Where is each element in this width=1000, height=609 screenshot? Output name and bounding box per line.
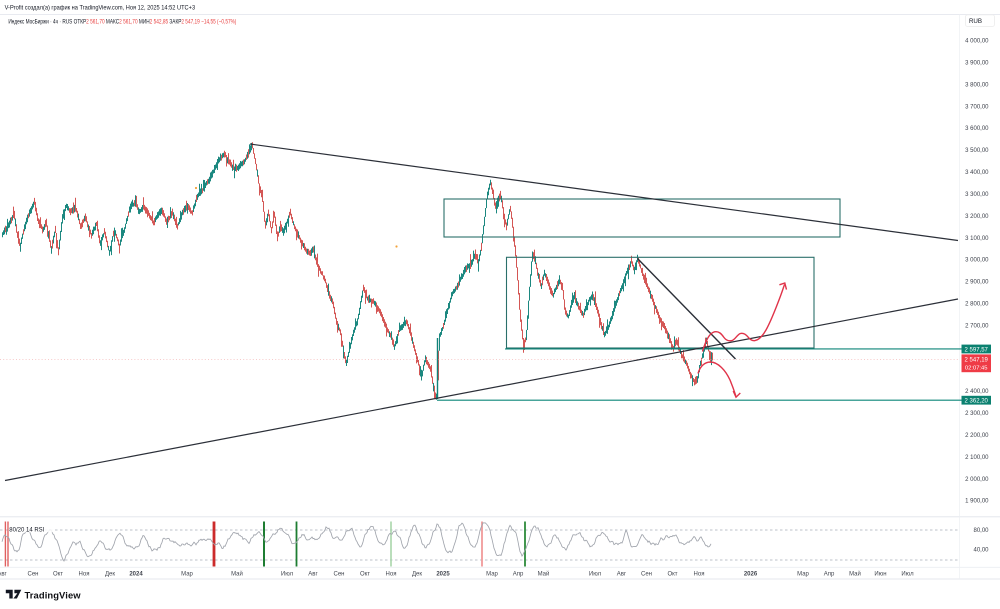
svg-text:Авг: Авг xyxy=(617,572,627,578)
svg-text:2 200,00: 2 200,00 xyxy=(965,433,989,439)
svg-text:Апр: Апр xyxy=(513,572,524,578)
svg-text:80/20 14 RSI: 80/20 14 RSI xyxy=(9,527,44,533)
svg-text:RUB: RUB xyxy=(969,18,982,25)
svg-text:Май: Май xyxy=(849,571,861,578)
svg-text:Мар: Мар xyxy=(486,572,498,578)
svg-text:Мар: Мар xyxy=(797,572,809,578)
svg-text:3 700,00: 3 700,00 xyxy=(965,104,989,110)
svg-text:3 500,00: 3 500,00 xyxy=(965,148,989,154)
svg-text:Июн: Июн xyxy=(874,572,886,578)
svg-text:2 300,00: 2 300,00 xyxy=(965,411,989,417)
svg-text:Окт: Окт xyxy=(667,572,677,578)
svg-text:3 800,00: 3 800,00 xyxy=(965,82,989,88)
svg-text:Авг: Авг xyxy=(0,572,7,578)
svg-text:Окт: Окт xyxy=(53,572,63,578)
svg-text:2 900,00: 2 900,00 xyxy=(965,280,989,286)
svg-text:40,00: 40,00 xyxy=(973,548,989,554)
svg-text:1 900,00: 1 900,00 xyxy=(965,499,989,505)
svg-text:Окт: Окт xyxy=(360,572,370,578)
svg-text:2 362,20: 2 362,20 xyxy=(965,399,989,405)
svg-text:2 700,00: 2 700,00 xyxy=(965,323,989,329)
svg-text:Мар: Мар xyxy=(181,572,193,578)
svg-text:2025: 2025 xyxy=(436,572,450,578)
svg-text:Ноя: Ноя xyxy=(694,572,705,578)
svg-text:Сен: Сен xyxy=(28,572,39,578)
svg-text:Индекс МосБиржи · 4ч · RUS ОТ: Индекс МосБиржи · 4ч · RUS ОТКР2 561,70 … xyxy=(8,20,236,26)
svg-text:2 800,00: 2 800,00 xyxy=(965,302,989,308)
svg-text:Ноя: Ноя xyxy=(386,572,397,578)
svg-text:3 400,00: 3 400,00 xyxy=(965,170,989,176)
svg-text:02:07:45: 02:07:45 xyxy=(965,366,988,372)
svg-text:Июл: Июл xyxy=(901,572,914,578)
svg-text:Ноя: Ноя xyxy=(79,572,90,578)
svg-text:80,00: 80,00 xyxy=(973,528,989,534)
svg-text:4 000,00: 4 000,00 xyxy=(965,39,989,45)
svg-text:2 597,57: 2 597,57 xyxy=(965,347,989,353)
svg-text:3 000,00: 3 000,00 xyxy=(965,258,989,264)
svg-text:2024: 2024 xyxy=(129,572,143,578)
svg-text:TradingView: TradingView xyxy=(25,589,82,600)
svg-text:Июл: Июл xyxy=(589,572,602,578)
svg-text:Июл: Июл xyxy=(281,572,294,578)
svg-text:2 000,00: 2 000,00 xyxy=(965,477,989,483)
svg-text:3 600,00: 3 600,00 xyxy=(965,126,989,132)
svg-text:3 200,00: 3 200,00 xyxy=(965,214,989,220)
svg-text:3 100,00: 3 100,00 xyxy=(965,236,989,242)
svg-text:3 900,00: 3 900,00 xyxy=(965,61,989,67)
svg-text:V-Profit создал(а) график на T: V-Profit создал(а) график на TradingView… xyxy=(5,4,196,11)
svg-text:Апр: Апр xyxy=(824,572,835,578)
svg-text:Май: Май xyxy=(538,571,550,578)
svg-text:2 400,00: 2 400,00 xyxy=(965,389,989,395)
svg-text:Дек: Дек xyxy=(412,572,422,578)
svg-text:3 300,00: 3 300,00 xyxy=(965,192,989,198)
svg-text:Сен: Сен xyxy=(641,572,652,578)
svg-text:2 100,00: 2 100,00 xyxy=(965,455,989,461)
svg-text:Сен: Сен xyxy=(334,572,345,578)
svg-text:2026: 2026 xyxy=(744,572,758,578)
svg-text:Май: Май xyxy=(231,571,243,578)
svg-text:Дек: Дек xyxy=(105,572,115,578)
svg-text:Авг: Авг xyxy=(308,572,318,578)
svg-text:2 547,19: 2 547,19 xyxy=(965,358,989,364)
